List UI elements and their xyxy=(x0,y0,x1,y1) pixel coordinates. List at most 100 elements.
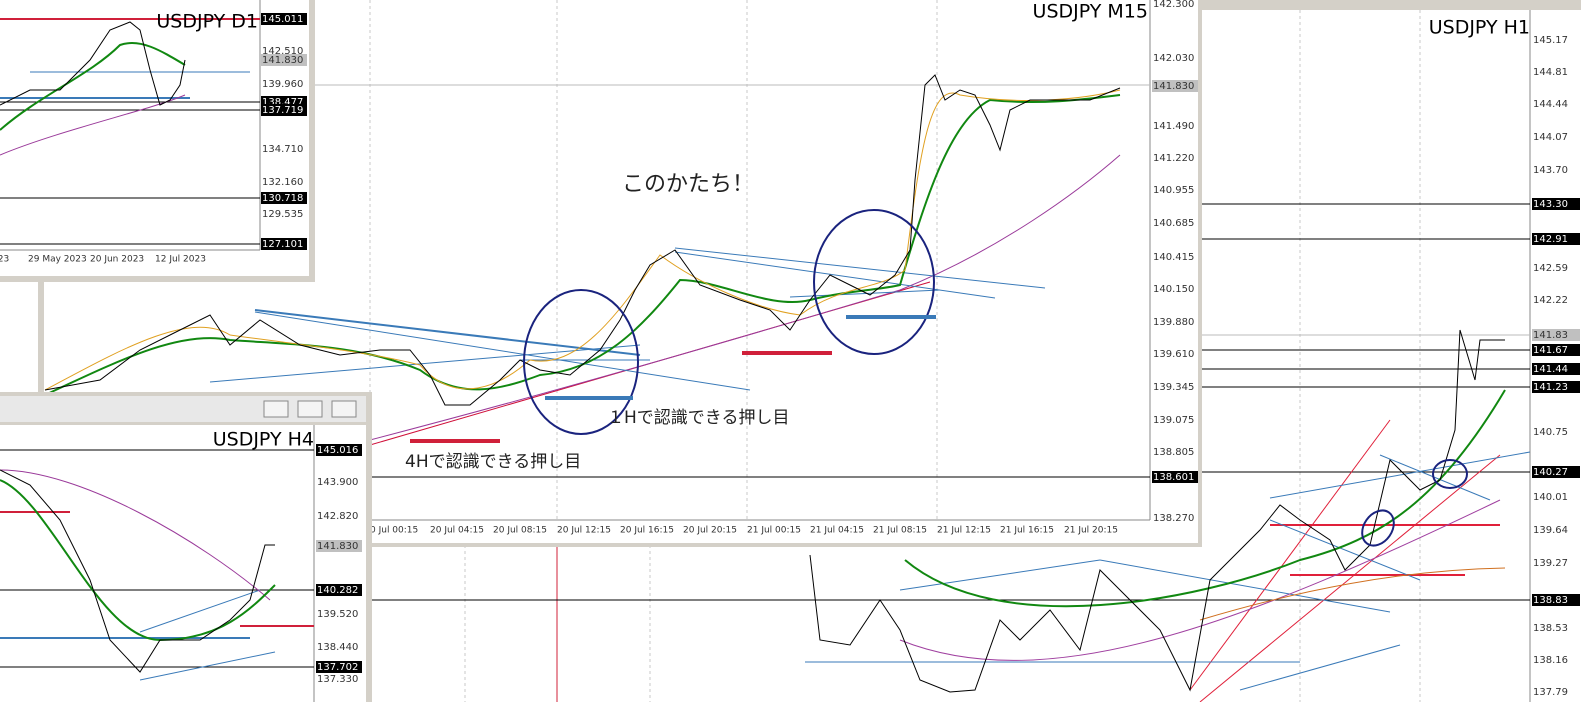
price-label: 141.830 xyxy=(317,541,358,552)
time-label: 29 May 2023 xyxy=(28,255,87,265)
price-label: 140.685 xyxy=(1153,218,1194,229)
price-label: 139.345 xyxy=(1153,382,1194,393)
price-label: 145.016 xyxy=(317,445,358,456)
price-label: 138.270 xyxy=(1153,513,1194,524)
price-box xyxy=(261,13,307,25)
time-label: 12 Jul 2023 xyxy=(155,255,206,265)
price-label: 143.70 xyxy=(1533,165,1568,176)
price-label: 139.880 xyxy=(1153,317,1194,328)
chart-title: USDJPY M15 xyxy=(1033,1,1148,23)
price-label: 142.820 xyxy=(317,511,358,522)
price-label: 139.075 xyxy=(1153,415,1194,426)
price-label: 138.805 xyxy=(1153,447,1194,458)
price-box xyxy=(1532,198,1580,210)
price-label: 142.300 xyxy=(1153,0,1194,10)
time-label: 21 Jul 12:15 xyxy=(937,526,991,536)
price-label: 140.01 xyxy=(1533,492,1568,503)
price-label: 140.415 xyxy=(1153,252,1194,263)
price-label: 142.510 xyxy=(262,46,303,57)
h4-window: USDJPY H4 145.016 143.900 142.820 141.830 140… xyxy=(0,392,372,702)
price-label: 127.101 xyxy=(262,239,303,250)
price-label: 137.719 xyxy=(262,105,303,116)
price-box xyxy=(1532,594,1580,606)
time-label: 21 Jul 04:15 xyxy=(810,526,864,536)
chart-title: USDJPY H1 xyxy=(1429,17,1530,39)
price-label: 142.030 xyxy=(1153,53,1194,64)
price-label: 142.59 xyxy=(1533,263,1568,274)
price-box xyxy=(261,238,307,250)
price-label: 138.16 xyxy=(1533,655,1568,666)
price-label: 138.477 xyxy=(262,97,303,108)
price-label: 141.67 xyxy=(1533,345,1568,356)
price-box xyxy=(316,584,362,596)
time-label: 20 Jul 16:15 xyxy=(620,526,674,536)
price-label: 129.535 xyxy=(262,209,303,220)
price-box xyxy=(316,661,362,673)
time-label: 21 Jul 08:15 xyxy=(873,526,927,536)
chart-title: USDJPY D1 xyxy=(156,11,258,33)
price-box xyxy=(261,192,307,204)
price-label: 141.220 xyxy=(1153,153,1194,164)
annotation: 4Hで認識できる押し目 xyxy=(405,452,581,472)
price-label: 138.601 xyxy=(1153,472,1194,483)
price-label: 141.83 xyxy=(1533,330,1568,341)
price-label: 139.64 xyxy=(1533,525,1568,536)
price-label: 141.44 xyxy=(1533,364,1568,375)
price-label: 140.75 xyxy=(1533,427,1568,438)
annotation: このかたち！ xyxy=(622,172,754,197)
price-label: 137.702 xyxy=(317,662,358,673)
price-box xyxy=(1532,344,1580,356)
time-label: 21 Jul 16:15 xyxy=(1000,526,1054,536)
price-label: 141.830 xyxy=(262,55,303,66)
price-label: 143.900 xyxy=(317,477,358,488)
price-label: 140.150 xyxy=(1153,284,1194,295)
price-box xyxy=(1152,471,1198,483)
price-label: 145.17 xyxy=(1533,35,1568,46)
price-label: 141.830 xyxy=(1153,81,1194,92)
time-label: 023 xyxy=(0,255,9,265)
price-label: 142.91 xyxy=(1533,234,1568,245)
price-label: 130.718 xyxy=(262,193,303,204)
chart-title: USDJPY H4 xyxy=(213,429,314,451)
price-label: 140.282 xyxy=(317,585,358,596)
price-box xyxy=(1532,329,1580,341)
price-label: 139.960 xyxy=(262,79,303,90)
price-label: 141.490 xyxy=(1153,121,1194,132)
price-label: 144.81 xyxy=(1533,67,1568,78)
price-box xyxy=(261,104,307,116)
price-label: 138.53 xyxy=(1533,623,1568,634)
price-label: 138.440 xyxy=(317,642,358,653)
window-buttons[interactable] xyxy=(263,400,357,418)
price-label: 139.610 xyxy=(1153,349,1194,360)
price-box xyxy=(1532,466,1580,478)
time-label: 20 Jul 12:15 xyxy=(557,526,611,536)
price-label: 137.330 xyxy=(317,674,358,685)
time-label: 0 Jul 00:15 xyxy=(370,526,418,536)
annotation: １Hで認識できる押し目 xyxy=(607,408,789,428)
price-box xyxy=(261,54,307,66)
price-label: 134.710 xyxy=(262,144,303,155)
price-label: 139.520 xyxy=(317,609,358,620)
price-box xyxy=(1532,381,1580,393)
time-label: 20 Jul 20:15 xyxy=(683,526,737,536)
price-box xyxy=(316,444,362,456)
price-label: 138.83 xyxy=(1533,595,1568,606)
price-label: 132.160 xyxy=(262,177,303,188)
price-label: 144.44 xyxy=(1533,99,1568,110)
time-label: 21 Jul 20:15 xyxy=(1064,526,1118,536)
price-label: 140.27 xyxy=(1533,467,1568,478)
time-label: 20 Jul 08:15 xyxy=(493,526,547,536)
price-label: 139.27 xyxy=(1533,558,1568,569)
price-box xyxy=(316,540,362,552)
time-label: 20 Jun 2023 xyxy=(90,255,144,265)
price-label: 143.30 xyxy=(1533,199,1568,210)
price-box xyxy=(1152,80,1198,92)
price-box xyxy=(1532,233,1580,245)
price-label: 140.955 xyxy=(1153,185,1194,196)
price-label: 141.23 xyxy=(1533,382,1568,393)
price-label: 145.011 xyxy=(262,14,303,25)
price-label: 142.22 xyxy=(1533,295,1568,306)
price-box xyxy=(1532,363,1580,375)
